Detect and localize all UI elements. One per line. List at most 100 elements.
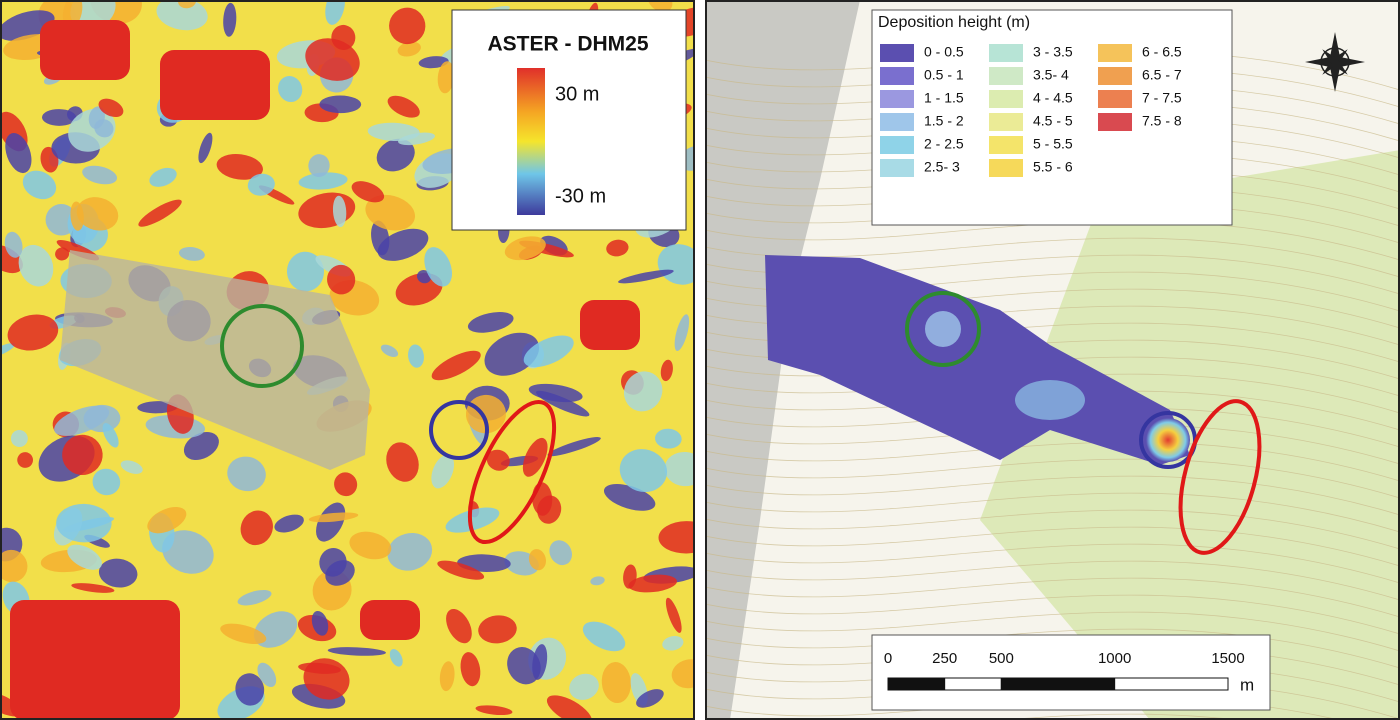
contour: [707, 577, 1398, 617]
raster-patch: [70, 201, 84, 231]
contour: [707, 509, 1398, 549]
raster-patch: [98, 558, 138, 588]
raster-patch: [332, 195, 347, 228]
raster-patch: [662, 636, 684, 651]
contour: [707, 560, 1398, 600]
blue-circle: [429, 400, 489, 460]
legend-label: 4 - 4.5: [1033, 90, 1073, 106]
raster-patch: [278, 76, 303, 103]
legend-label: 3.5- 4: [1033, 67, 1069, 83]
raster-patch: [386, 442, 419, 482]
legend-max: 30 m: [555, 83, 599, 105]
raster-patch: [257, 662, 277, 687]
legend-swatch: [880, 44, 914, 62]
raster-patch: [431, 350, 481, 381]
raster-patch: [523, 335, 574, 368]
green-circle: [905, 291, 981, 367]
raster-patch: [679, 145, 693, 171]
raster-patch: [178, 2, 197, 9]
raster-patch: [162, 530, 214, 574]
raster-patch: [569, 673, 599, 700]
legend-label: 4.5 - 5: [1033, 113, 1073, 129]
left-legend: ASTER - DHM25 30 m -30 m: [451, 9, 687, 231]
raster-patch: [437, 560, 485, 580]
raster-patch: [223, 2, 237, 37]
legend-swatch: [1098, 90, 1132, 108]
raster-patch: [623, 371, 663, 412]
legend-swatch: [880, 113, 914, 131]
compass-point: [1322, 49, 1338, 65]
raster-patch: [601, 662, 631, 704]
raster-patch: [504, 236, 546, 261]
compass: [1305, 32, 1365, 92]
raster-patch: [334, 472, 358, 497]
raster-patch: [178, 246, 205, 261]
high-diff-zone: [160, 50, 270, 120]
deposit-area: [60, 250, 370, 470]
raster-patch: [92, 468, 121, 496]
compass-point: [1305, 56, 1335, 68]
raster-patch: [67, 544, 102, 570]
raster-patch: [316, 502, 346, 542]
raster-patch: [522, 437, 548, 477]
legend-label: 5 - 5.5: [1033, 136, 1073, 152]
raster-patch: [298, 662, 341, 674]
raster-patch: [220, 623, 267, 644]
raster-patch: [397, 41, 421, 57]
raster-patch: [437, 61, 455, 94]
legend-label: 1.5 - 2: [924, 113, 964, 129]
raster-patch: [156, 2, 208, 31]
raster-patch: [628, 574, 677, 593]
raster-patch: [418, 56, 449, 69]
raster-patch: [147, 506, 187, 534]
raster-patch: [235, 673, 265, 706]
legend-swatch: [1098, 44, 1132, 62]
raster-patch: [2, 343, 16, 359]
raster-patch: [549, 540, 573, 566]
raster-patch: [4, 231, 23, 258]
right-legend: Deposition height (m) 0 - 0.5 0.5 - 1 1 - …: [871, 9, 1233, 226]
green-circle: [220, 304, 304, 388]
raster-patch: [2, 549, 28, 583]
raster-patch: [486, 449, 510, 471]
raster-patch: [546, 695, 592, 718]
raster-patch: [655, 428, 682, 449]
legend-swatch: [989, 90, 1023, 108]
contour: [707, 492, 1398, 532]
raster-patch: [665, 597, 682, 633]
legend-swatch: [880, 90, 914, 108]
raster-patch: [55, 247, 70, 261]
raster-patch: [398, 132, 435, 146]
scale-label: 0: [884, 650, 892, 667]
raster-patch: [22, 170, 57, 200]
raster-patch: [120, 460, 143, 474]
legend-swatch: [989, 113, 1023, 131]
right-frame: [705, 0, 1400, 720]
raster-patch: [198, 132, 213, 164]
raster-patch: [70, 2, 116, 30]
legend-label: 5.5 - 6: [1033, 159, 1073, 175]
raster-patch: [102, 423, 119, 448]
raster-patch: [138, 199, 182, 227]
raster-patch: [389, 649, 403, 667]
raster-patch: [54, 405, 110, 436]
raster-patch: [17, 452, 34, 468]
contour: [707, 543, 1398, 583]
deposit-hotspot: [1146, 418, 1190, 462]
raster-patch: [88, 106, 105, 129]
raster-patch: [7, 314, 59, 351]
scale-label: 1500: [1211, 650, 1244, 667]
high-diff-zone: [10, 600, 180, 718]
legend-swatch: [989, 44, 1023, 62]
raster-patch: [82, 165, 118, 185]
legend-label: 2.5- 3: [924, 159, 960, 175]
raster-patch: [247, 173, 275, 196]
legend-title: Deposition height (m): [878, 14, 1030, 31]
raster-patch: [484, 332, 540, 376]
raster-patch: [590, 576, 605, 586]
legend-label: 1 - 1.5: [924, 90, 964, 106]
raster-patch: [216, 153, 263, 180]
raster-patch: [149, 167, 177, 187]
